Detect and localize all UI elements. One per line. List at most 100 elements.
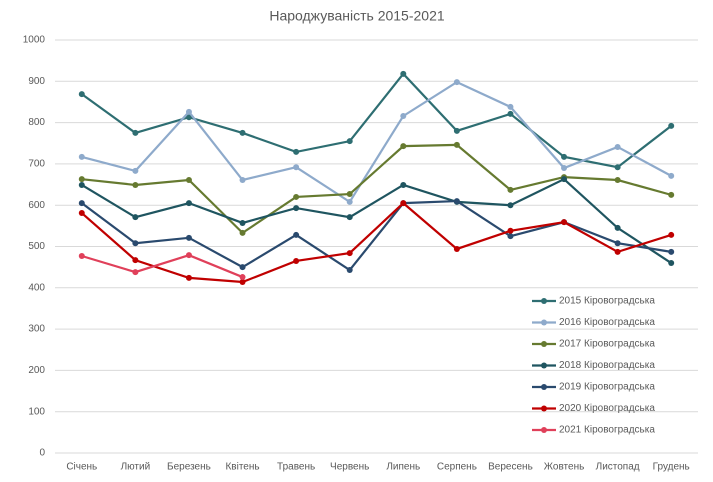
data-point (453, 245, 460, 252)
data-point (668, 172, 675, 179)
data-point (668, 260, 675, 267)
x-tick-label: Вересень (488, 462, 533, 473)
data-point (400, 181, 407, 188)
data-point (400, 143, 407, 150)
data-point (561, 153, 568, 160)
data-point (614, 240, 621, 247)
data-point (507, 233, 514, 240)
y-tick-label: 1000 (23, 35, 46, 46)
series-line (81, 72, 672, 169)
data-point (453, 198, 460, 205)
x-tick-label: Липень (386, 462, 420, 473)
data-point (185, 252, 192, 259)
data-point (293, 148, 300, 155)
data-point (507, 227, 514, 234)
legend-label: 2019 Кіровоградська (559, 382, 655, 393)
data-point (668, 248, 675, 255)
data-point (185, 274, 192, 281)
legend-label: 2015 Кіровоградська (559, 296, 655, 307)
data-point (453, 127, 460, 134)
data-point (239, 229, 246, 236)
y-tick-label: 800 (28, 117, 45, 128)
data-point (78, 176, 85, 183)
y-tick-label: 100 (28, 406, 45, 417)
legend-label: 2020 Кіровоградська (559, 403, 655, 414)
x-tick-label: Січень (66, 462, 97, 473)
legend-marker (541, 341, 547, 347)
data-point (132, 181, 139, 188)
data-point (614, 248, 621, 255)
data-point (132, 167, 139, 174)
series-line (81, 199, 672, 272)
data-point (614, 177, 621, 184)
y-tick-label: 300 (28, 324, 45, 335)
data-point (453, 141, 460, 148)
data-point (185, 200, 192, 207)
data-point (78, 91, 85, 98)
y-tick-label: 900 (28, 76, 45, 87)
data-point (185, 234, 192, 241)
x-tick-label: Грудень (653, 462, 690, 473)
data-point (132, 214, 139, 221)
data-point (400, 70, 407, 77)
legend-marker (541, 319, 547, 326)
data-point (668, 231, 675, 238)
series-line (81, 143, 672, 235)
x-tick-label: Квітень (225, 462, 259, 473)
data-point (507, 103, 514, 110)
x-tick-label: Травень (277, 462, 315, 473)
legend-marker (541, 362, 547, 369)
legend-marker (541, 405, 547, 412)
legend-label: 2017 Кіровоградська (559, 339, 655, 350)
x-tick-label: Березень (167, 462, 211, 473)
legend-marker (541, 298, 547, 304)
data-point (346, 214, 353, 221)
data-point (346, 198, 353, 205)
x-tick-label: Лютий (121, 462, 151, 473)
data-point (78, 153, 85, 160)
data-point (561, 176, 568, 183)
data-point (346, 267, 353, 274)
legend-label: 2021 Кіровоградська (559, 425, 655, 436)
y-tick-label: 0 (39, 448, 45, 459)
data-point (239, 264, 246, 271)
y-tick-label: 700 (28, 159, 45, 170)
data-point (400, 112, 407, 119)
data-point (132, 257, 139, 264)
data-point (78, 252, 85, 259)
y-tick-label: 500 (28, 241, 45, 252)
data-point (239, 274, 246, 281)
data-point (78, 181, 85, 188)
data-point (239, 177, 246, 184)
series-line (81, 80, 672, 204)
data-point (507, 186, 514, 193)
data-point (293, 205, 300, 212)
x-tick-label: Листопад (596, 462, 640, 473)
data-point (561, 219, 568, 226)
x-tick-label: Червень (330, 462, 369, 473)
data-point (132, 240, 139, 247)
y-tick-label: 600 (28, 200, 45, 211)
data-point (239, 219, 246, 226)
y-tick-label: 200 (28, 365, 45, 376)
data-point (132, 269, 139, 276)
data-point (346, 191, 353, 198)
x-tick-label: Серпень (437, 462, 477, 473)
data-point (400, 200, 407, 207)
data-point (346, 138, 353, 145)
data-point (507, 110, 514, 117)
data-point (346, 250, 353, 257)
data-point (185, 114, 192, 121)
data-point (507, 202, 514, 209)
data-point (239, 279, 246, 286)
series-line (81, 177, 672, 264)
data-point (293, 193, 300, 200)
data-point (614, 143, 621, 150)
data-point (132, 129, 139, 136)
data-point (614, 164, 621, 171)
legend-label: 2018 Кіровоградська (559, 360, 655, 371)
data-point (185, 108, 192, 115)
legend-marker (541, 427, 547, 433)
chart-title: Народжуваність 2015-2021 (269, 8, 445, 24)
